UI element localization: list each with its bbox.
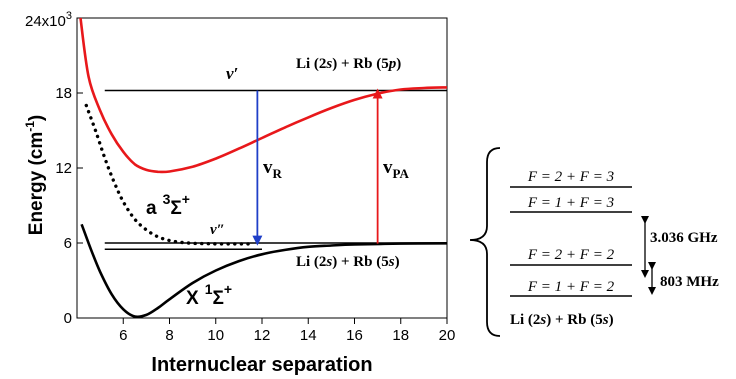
x-tick-label: 20 (439, 327, 456, 344)
x-tick-label: 18 (392, 327, 409, 344)
spacing-label-large: 3.036 GHz (650, 230, 718, 246)
vpa-label: vPA (383, 157, 409, 181)
singlet-state-curve (80, 223, 448, 319)
singlet-state-label: X 1Σ+ (186, 281, 232, 309)
y-tick-label: 12 (55, 160, 72, 177)
y-tick-label: 6 (64, 235, 72, 252)
vr-label: vR (263, 157, 283, 181)
triplet-state-curve (84, 103, 255, 246)
hyperfine-level-label: F = 2 + F = 3 (527, 169, 614, 185)
spacing-label-small: 803 MHz (660, 274, 719, 290)
hyperfine-level-label: F = 1 + F = 3 (527, 195, 614, 211)
triplet-state-label: a 3Σ+ (146, 191, 190, 219)
x-tick-label: 14 (300, 327, 317, 344)
x-tick-label: 16 (346, 327, 363, 344)
vprime-label: v′ (226, 64, 238, 83)
y-tick-label: 24x103 (25, 10, 72, 30)
vdoubleprime-label: v″ (210, 222, 225, 238)
y-axis-ticks: 0 6 12 18 24x103 (25, 10, 83, 327)
hyperfine-asymptote-label: Li (2s) + Rb (5s) (510, 312, 614, 328)
x-tick-label: 10 (207, 327, 224, 344)
upper-asymptote-label: Li (2s) + Rb (5p) (296, 56, 401, 72)
hyperfine-level-label: F = 2 + F = 2 (527, 247, 615, 263)
potential-curves (79, 17, 448, 319)
x-axis-ticks: 6 8 10 12 14 16 18 20 (119, 318, 455, 344)
lower-asymptote-label: Li (2s) + Rb (5s) (296, 254, 400, 270)
x-tick-label: 6 (119, 327, 127, 344)
y-tick-label: 18 (55, 85, 72, 102)
x-tick-label: 8 (165, 327, 173, 344)
upper-state-curve (79, 17, 448, 174)
hyperfine-level-label: F = 1 + F = 2 (527, 279, 615, 295)
y-tick-label: 0 (64, 310, 72, 327)
hyperfine-brace (469, 147, 501, 337)
x-tick-label: 12 (254, 327, 271, 344)
x-axis-label: Internuclear separation (151, 354, 372, 376)
y-axis-label: Energy (cm-1) (23, 115, 47, 235)
transition-arrows (252, 88, 383, 246)
